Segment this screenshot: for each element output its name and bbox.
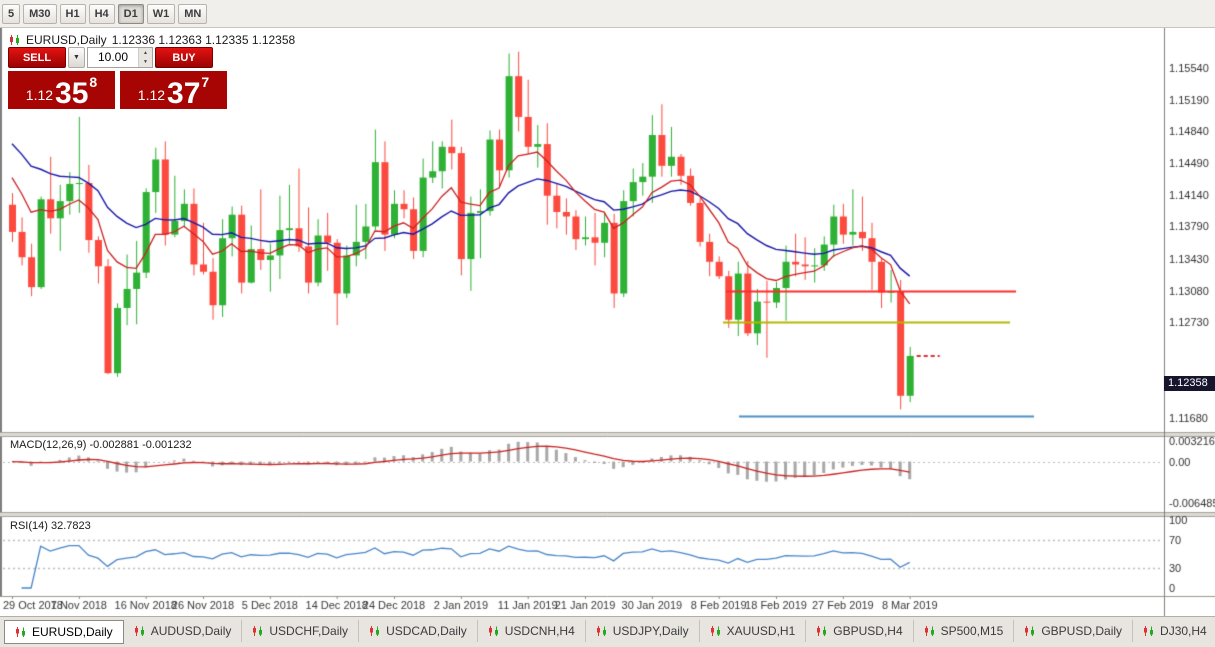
tab-label: USDJPY,Daily <box>612 624 689 638</box>
tab-label: EURUSD,Daily <box>32 625 113 639</box>
timeframe-toolbar: 5 M30 H1 H4 D1 W1 MN <box>0 0 1215 28</box>
rsi-indicator-label: RSI(14) 32.7823 <box>10 520 91 532</box>
ohlc-values: 1.12336 1.12363 1.12335 1.12358 <box>111 33 296 47</box>
tab-eurusd-daily[interactable]: EURUSD,Daily <box>4 620 124 644</box>
chart-title: EURUSD,Daily 1.12336 1.12363 1.12335 1.1… <box>9 33 295 47</box>
timeframe-button-d1[interactable]: D1 <box>117 3 144 24</box>
sell-price-big: 35 <box>55 76 89 110</box>
tab-audusd-daily[interactable]: AUDUSD,Daily <box>124 620 243 642</box>
timeframe-button-mn[interactable]: MN <box>178 3 208 24</box>
tab-usdjpy-daily[interactable]: USDJPY,Daily <box>586 620 700 642</box>
one-click-trading-panel: SELL ▼ 10.00 ▲ ▼ BUY 1.12 35 8 1.12 37 7 <box>8 47 232 109</box>
tab-chart-icon <box>1144 626 1154 636</box>
buy-price-pip: 7 <box>201 74 210 90</box>
tab-label: USDCAD,Daily <box>386 624 467 638</box>
price-chart-canvas[interactable] <box>0 28 1215 616</box>
symbol-period-label: EURUSD,Daily <box>26 33 107 47</box>
timeframe-button-h1[interactable]: H1 <box>59 3 86 24</box>
tab-chart-icon <box>134 626 144 636</box>
timeframe-button-w1[interactable]: W1 <box>146 3 176 24</box>
sell-price-pip: 8 <box>89 74 98 90</box>
macd-indicator-label: MACD(12,26,9) -0.002881 -0.001232 <box>10 439 192 451</box>
tab-label: GBPUSD,Daily <box>1041 624 1123 638</box>
tab-chart-icon <box>253 626 263 636</box>
tab-label: USDCHF,Daily <box>269 624 349 638</box>
tab-dj30-h4[interactable]: DJ30,H4 <box>1133 620 1215 642</box>
tab-sp500-m15[interactable]: SP500,M15 <box>914 620 1015 642</box>
tab-usdchf-daily[interactable]: USDCHF,Daily <box>242 620 360 642</box>
trade-options-dropdown[interactable]: ▼ <box>68 47 85 68</box>
volume-up-button[interactable]: ▲ <box>139 48 152 58</box>
buy-price-prefix: 1.12 <box>137 87 166 103</box>
tab-chart-icon <box>924 626 934 636</box>
timeframe-button-m30[interactable]: M30 <box>23 3 57 24</box>
chart-tab-bar: EURUSD,Daily AUDUSD,Daily USDCHF,Daily USDC… <box>0 616 1215 647</box>
tab-label: SP500,M15 <box>940 624 1004 638</box>
chart-window-icon <box>10 35 19 45</box>
sell-button[interactable]: SELL <box>8 47 66 68</box>
tab-chart-icon <box>370 626 380 636</box>
sell-price-display[interactable]: 1.12 35 8 <box>8 71 115 109</box>
tab-chart-icon <box>596 626 606 636</box>
tab-gbpusd-daily[interactable]: GBPUSD,Daily <box>1014 620 1134 642</box>
current-price-tag: 1.12358 <box>1164 375 1215 391</box>
tab-xauusd-h1[interactable]: XAUUSD,H1 <box>700 620 807 642</box>
tab-gbpusd-h4[interactable]: GBPUSD,H4 <box>806 620 914 642</box>
tab-usdcad-daily[interactable]: USDCAD,Daily <box>359 620 478 642</box>
tab-chart-icon <box>16 627 25 637</box>
volume-value[interactable]: 10.00 <box>97 50 129 64</box>
buy-button[interactable]: BUY <box>155 47 213 68</box>
tab-label: DJ30,H4 <box>1160 624 1207 638</box>
volume-field[interactable]: 10.00 ▲ ▼ <box>87 47 153 68</box>
tab-chart-icon <box>817 626 827 636</box>
sell-price-prefix: 1.12 <box>25 87 54 103</box>
chart-window: EURUSD,Daily 1.12336 1.12363 1.12335 1.1… <box>0 28 1215 616</box>
tab-label: GBPUSD,H4 <box>833 624 903 638</box>
tab-usdcnh-h4[interactable]: USDCNH,H4 <box>478 620 586 642</box>
tab-label: AUDUSD,Daily <box>150 624 232 638</box>
volume-down-button[interactable]: ▼ <box>139 57 152 67</box>
tab-label: XAUUSD,H1 <box>726 624 796 638</box>
volume-stepper: ▲ ▼ <box>138 48 152 67</box>
timeframe-button-h4[interactable]: H4 <box>88 3 115 24</box>
timeframe-button-5[interactable]: 5 <box>2 3 21 24</box>
tab-chart-icon <box>488 626 498 636</box>
tab-chart-icon <box>1025 626 1035 636</box>
tab-label: USDCNH,H4 <box>504 624 575 638</box>
buy-price-big: 37 <box>167 76 201 110</box>
tab-chart-icon <box>710 626 720 636</box>
buy-price-display[interactable]: 1.12 37 7 <box>120 71 227 109</box>
